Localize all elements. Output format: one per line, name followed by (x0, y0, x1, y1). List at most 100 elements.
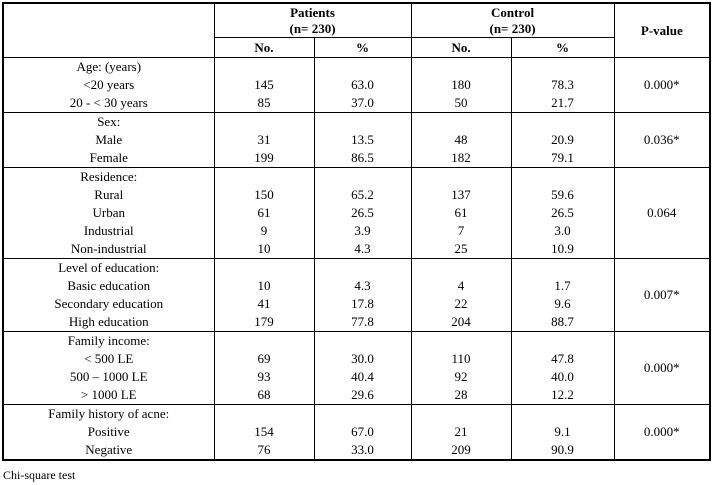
section-header-row: Family income: 0.000* (2, 331, 711, 405)
control-label: Control (490, 4, 535, 20)
section-header-row: Family history of acne: 0.000* (2, 404, 711, 460)
section-header-row: Sex: 0.036* (2, 112, 711, 168)
value-cell: 20.9 (510, 131, 615, 149)
value-cell: 65.2 (313, 186, 412, 204)
value-cell: 28 (410, 386, 512, 405)
section-label: Family history of acne: (2, 404, 215, 423)
section-header-row: Level of education: 0.007* (2, 258, 711, 332)
row-label: Basic education (2, 277, 215, 295)
table-row: <20 years 145 63.0 180 78.3 (2, 76, 710, 94)
empty-cell (510, 258, 615, 277)
value-cell: 63.0 (313, 76, 412, 94)
value-cell: 21.7 (510, 94, 615, 113)
value-cell: 69 (213, 350, 315, 368)
value-cell: 31 (213, 131, 315, 149)
value-cell: 25 (410, 240, 512, 259)
empty-cell (213, 167, 315, 186)
value-cell: 86.5 (313, 149, 412, 168)
row-label: < 500 LE (2, 350, 215, 368)
value-cell: 150 (213, 186, 315, 204)
row-label: Non-industrial (2, 240, 215, 259)
row-label: Female (2, 149, 215, 168)
value-cell: 22 (410, 295, 512, 313)
empty-cell (313, 57, 412, 76)
empty-cell (410, 258, 512, 277)
table-row: Male 31 13.5 48 20.9 (2, 131, 710, 149)
empty-cell (410, 331, 512, 350)
empty-cell (213, 258, 315, 277)
value-cell: 9.6 (510, 295, 615, 313)
value-cell: 10.9 (510, 240, 615, 259)
table-row: High education 179 77.8 204 88.7 (2, 313, 710, 332)
empty-cell (510, 167, 615, 186)
value-cell: 47.8 (510, 350, 615, 368)
table-row: Non-industrial 10 4.3 25 10.9 (2, 240, 710, 259)
table-row: Positive 154 67.0 21 9.1 (2, 423, 710, 441)
section-label: Family income: (2, 331, 215, 350)
empty-cell (510, 331, 615, 350)
empty-cell (410, 167, 512, 186)
empty-cell (213, 331, 315, 350)
value-cell: 179 (213, 313, 315, 332)
value-cell: 41 (213, 295, 315, 313)
patients-group-header: Patients (n= 230) (213, 3, 412, 38)
empty-cell (213, 112, 315, 131)
value-cell: 61 (410, 204, 512, 222)
corner-cell (2, 3, 215, 58)
header-row-measures: No. % No. % (3, 37, 710, 58)
value-cell: 4.3 (313, 240, 412, 259)
control-no-header: No. (410, 37, 512, 58)
patients-pct-header: % (313, 37, 412, 58)
value-cell: 9 (213, 222, 315, 240)
p-value-cell: 0.000* (613, 404, 711, 460)
row-label: Industrial (2, 222, 215, 240)
row-label: High education (2, 313, 215, 332)
table-row: Urban 61 26.5 61 26.5 (2, 204, 710, 222)
table-row: 500 – 1000 LE 93 40.4 92 40.0 (2, 368, 710, 386)
row-label: Male (2, 131, 215, 149)
table-row: Basic education 10 4.3 4 1.7 (2, 277, 710, 295)
row-label: > 1000 LE (2, 386, 215, 405)
value-cell: 4.3 (313, 277, 412, 295)
value-cell: 76 (213, 441, 315, 460)
value-cell: 79.1 (510, 149, 615, 168)
value-cell: 182 (410, 149, 512, 168)
empty-cell (213, 57, 315, 76)
value-cell: 37.0 (313, 94, 412, 113)
row-label: Positive (2, 423, 215, 441)
value-cell: 1.7 (510, 277, 615, 295)
value-cell: 9.1 (510, 423, 615, 441)
value-cell: 110 (410, 350, 512, 368)
header-row-groups: Patients (n= 230) Control (n= 230) P-val… (2, 3, 711, 58)
value-cell: 40.4 (313, 368, 412, 386)
value-cell: 199 (213, 149, 315, 168)
patients-no-header: No. (213, 37, 315, 58)
row-label: Negative (2, 441, 215, 460)
value-cell: 7 (410, 222, 512, 240)
table-row: Secondary education 41 17.8 22 9.6 (2, 295, 710, 313)
control-n-label: (n= 230) (489, 20, 536, 36)
section-header-row: Residence: 0.064 (2, 167, 711, 259)
patients-n-label: (n= 230) (289, 20, 336, 36)
value-cell: 3.0 (510, 222, 615, 240)
empty-cell (410, 57, 512, 76)
value-cell: 61 (213, 204, 315, 222)
value-cell: 21 (410, 423, 512, 441)
value-cell: 3.9 (313, 222, 412, 240)
row-label: 500 – 1000 LE (2, 368, 215, 386)
table-row: > 1000 LE 68 29.6 28 12.2 (2, 386, 710, 405)
empty-cell (213, 404, 315, 423)
value-cell: 93 (213, 368, 315, 386)
value-cell: 13.5 (313, 131, 412, 149)
value-cell: 180 (410, 76, 512, 94)
p-value-cell: 0.036* (613, 112, 711, 168)
control-group-header: Control (n= 230) (410, 3, 615, 38)
value-cell: 48 (410, 131, 512, 149)
value-cell: 67.0 (313, 423, 412, 441)
value-cell: 40.0 (510, 368, 615, 386)
p-value-cell: 0.064 (613, 167, 711, 259)
section-header-row: Age: (years) 0.000* (2, 57, 711, 113)
empty-cell (410, 404, 512, 423)
value-cell: 77.8 (313, 313, 412, 332)
control-pct-header: % (510, 37, 615, 58)
